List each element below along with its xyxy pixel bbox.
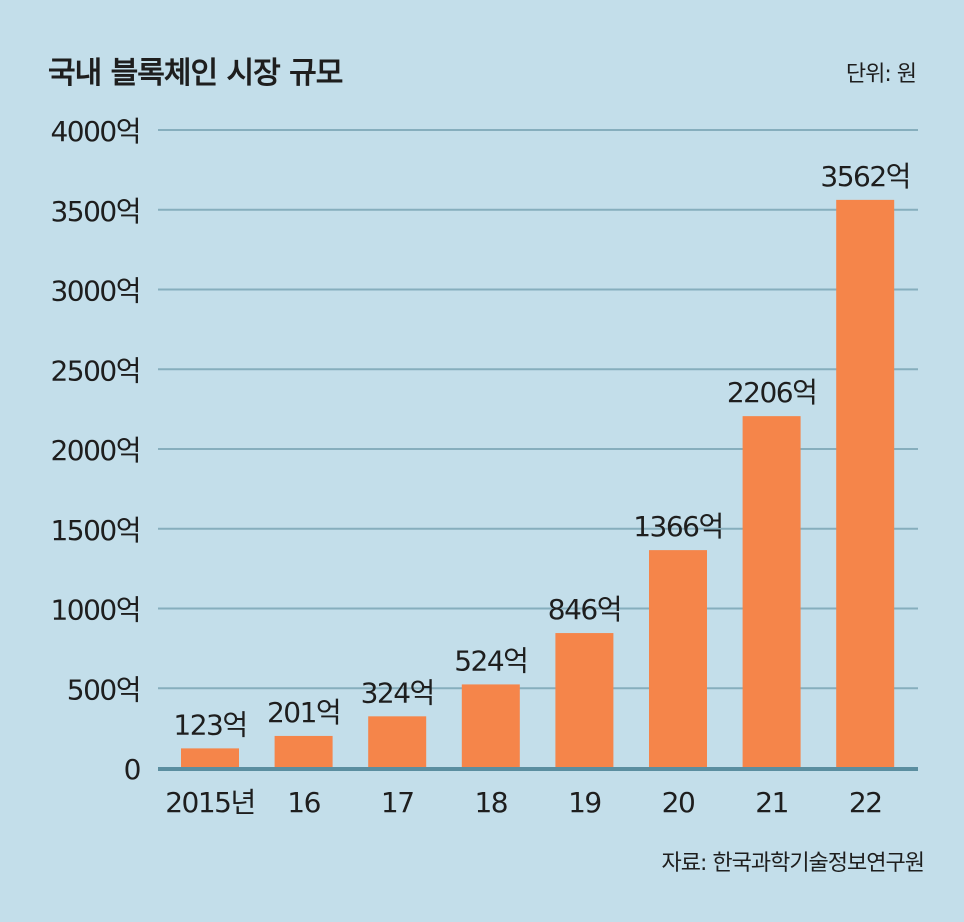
bar: [836, 199, 895, 769]
data-label: 2206억: [727, 376, 817, 409]
y-tick-label: 3500억: [50, 195, 140, 228]
x-tick-label: 21: [755, 786, 788, 819]
data-label: 324억: [361, 676, 434, 709]
unit-label: 단위: 원: [845, 62, 917, 87]
y-tick-label: 2000억: [50, 434, 140, 467]
y-tick-label: 3000억: [50, 275, 140, 308]
bar: [742, 416, 801, 768]
data-label: 1366억: [633, 510, 723, 543]
x-tick-label: 2015년: [165, 786, 255, 819]
x-tick-label: 16: [287, 786, 320, 819]
bar: [274, 735, 333, 768]
chart-title: 국내 블록체인 시장 규모: [48, 56, 343, 91]
y-tick-label: 4000억: [50, 115, 140, 148]
data-label: 201억: [267, 696, 340, 729]
y-tick-label: 2500억: [50, 354, 140, 387]
y-tick-label: 500억: [67, 673, 140, 706]
bar: [461, 684, 520, 768]
y-tick-label: 1000억: [50, 594, 140, 627]
x-tick-label: 17: [381, 786, 414, 819]
bar: [649, 550, 707, 768]
x-tick-label: 22: [849, 786, 882, 819]
source-label: 자료: 한국과학기술정보연구원: [661, 851, 925, 876]
data-label: 846억: [548, 593, 621, 626]
bar: [368, 716, 427, 768]
y-tick-label: 1500억: [50, 514, 140, 547]
x-tick-label: 18: [474, 786, 507, 819]
bar: [555, 633, 614, 768]
y-tick-label: 0: [124, 753, 140, 786]
x-tick-label: 20: [662, 786, 695, 819]
bar: [181, 748, 239, 768]
data-label: 3562억: [820, 160, 910, 193]
data-label: 524억: [454, 644, 527, 677]
data-label: 123억: [173, 708, 246, 741]
x-tick-label: 19: [568, 786, 601, 819]
